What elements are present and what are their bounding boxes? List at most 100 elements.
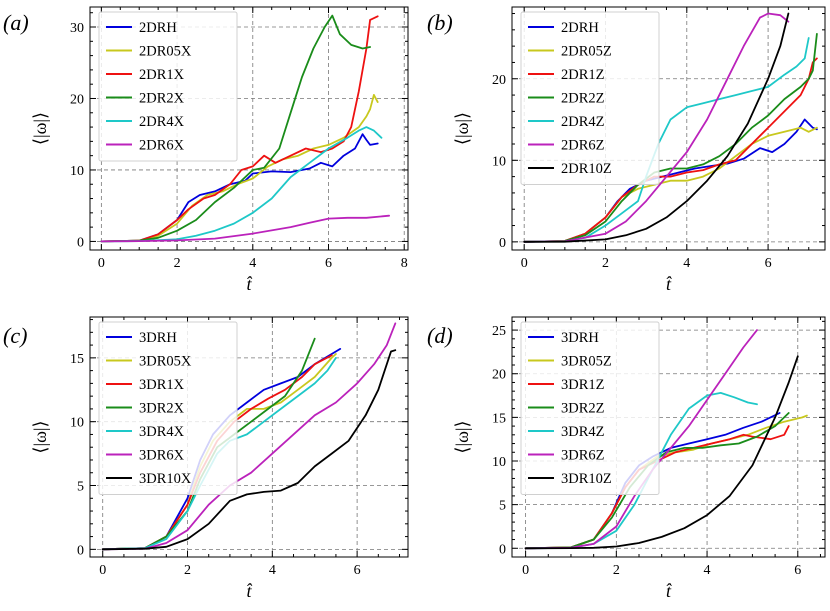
legend-entry: 2DR6X — [139, 138, 185, 154]
x-axis-label: t̂ — [246, 274, 252, 294]
panel-label: (a) — [3, 10, 29, 35]
panel-label: (c) — [3, 323, 27, 348]
series-line-2dr1z — [523, 57, 818, 243]
x-tick-label: 2 — [184, 563, 191, 578]
y-tick-label: 30 — [70, 21, 84, 36]
series-line-3dr10x — [101, 349, 397, 551]
legend-entry: 2DR1Z — [561, 67, 605, 83]
legend-entry: 2DR6Z — [561, 138, 605, 154]
x-axis-label: t̂ — [666, 274, 672, 294]
y-tick-label: 5 — [77, 480, 84, 495]
legend-entry: 3DR1Z — [561, 377, 605, 393]
y-axis-label: ⟨|ω|⟩ — [30, 420, 50, 453]
legend-entry: 3DR6Z — [561, 448, 605, 464]
legend-entry: 3DR4X — [139, 424, 185, 440]
y-tick-label: 20 — [492, 73, 506, 88]
x-tick-label: 0 — [522, 563, 529, 578]
legend-entry: 2DR05Z — [561, 44, 612, 60]
axes-frame — [511, 316, 826, 558]
y-tick-label: 15 — [492, 411, 506, 426]
series-line-3dr2z — [524, 412, 790, 550]
legend — [520, 11, 660, 185]
legend-entry: 2DR4Z — [561, 114, 605, 130]
x-tick-label: 8 — [401, 256, 408, 271]
legend — [98, 321, 238, 495]
legend-entry: 3DR05X — [139, 354, 192, 370]
y-tick-label: 25 — [492, 324, 506, 339]
y-tick-label: 0 — [77, 543, 84, 558]
x-tick-label: 2 — [613, 563, 620, 578]
x-tick-label: 0 — [99, 563, 106, 578]
panel-a: 0 2 4 6 8 0 10 20 30 2DRH 2DR05X 2DR1X 2DR2X 2DR4X 2DR… — [3, 6, 409, 294]
panel-label: (d) — [427, 323, 453, 348]
x-tick-label: 0 — [521, 256, 528, 271]
y-tick-label: 20 — [70, 92, 84, 107]
legend-entry: 3DR4Z — [561, 424, 605, 440]
axes-frame — [511, 6, 826, 251]
legend-entry: 2DR2X — [139, 91, 185, 107]
legend-entry: 3DR2X — [139, 401, 185, 417]
series-line-2dr6z — [523, 12, 790, 243]
legend-entry: 3DRH — [561, 330, 599, 346]
x-tick-label: 2 — [602, 256, 609, 271]
axes-frame — [89, 316, 409, 558]
y-tick-label: 5 — [499, 499, 506, 514]
x-tick-label: 6 — [325, 256, 332, 271]
panel-label: (b) — [427, 10, 453, 35]
series-line-2drh — [100, 133, 379, 243]
legend-entry: 2DR1X — [139, 67, 185, 83]
y-tick-label: 10 — [492, 455, 506, 470]
legend-entry: 3DR1X — [139, 377, 185, 393]
y-tick-label: 0 — [499, 236, 506, 251]
legend-entry: 3DR05Z — [561, 354, 612, 370]
series-line-3dr6x — [101, 322, 397, 551]
legend — [520, 321, 660, 495]
y-tick-label: 0 — [77, 235, 84, 250]
series-line-2dr4x — [100, 126, 383, 243]
series-line-2dr6x — [100, 214, 390, 243]
x-axis-label: t̂ — [666, 581, 672, 601]
series-line-3dr1z — [524, 425, 790, 550]
panel-d: 0 2 4 6 0 5 10 15 20 25 3DRH 3DR05Z 3DR1Z 3DR2Z 3DR4Z 3… — [427, 316, 826, 601]
y-tick-label: 10 — [492, 154, 506, 169]
x-tick-label: 6 — [794, 563, 801, 578]
legend-entry: 2DR2Z — [561, 91, 605, 107]
y-tick-label: 20 — [492, 368, 506, 383]
x-tick-label: 4 — [683, 256, 690, 271]
series-line-3dr4x — [101, 357, 337, 551]
y-tick-label: 0 — [499, 542, 506, 557]
x-tick-label: 6 — [354, 563, 361, 578]
x-tick-label: 0 — [98, 256, 105, 271]
legend-entry: 2DR4X — [139, 114, 185, 130]
x-axis-label: t̂ — [246, 581, 252, 601]
axes-frame — [89, 6, 409, 251]
series-line-2dr10z — [523, 12, 790, 243]
panel-b: 0 2 4 6 0 10 20 2DRH 2DR05Z 2DR1Z 2DR2Z 2DR4Z 2DR6Z 2… — [427, 6, 826, 294]
legend-entry: 3DR10Z — [561, 471, 612, 487]
x-tick-label: 4 — [249, 256, 256, 271]
y-axis-label: ⟨|ω|⟩ — [452, 112, 472, 145]
x-tick-label: 2 — [174, 256, 181, 271]
legend-entry: 2DRH — [561, 20, 599, 36]
y-tick-label: 15 — [70, 352, 84, 367]
x-tick-label: 4 — [704, 563, 711, 578]
legend-entry: 3DR10X — [139, 471, 192, 487]
panel-c: 0 2 4 6 0 5 10 15 3DRH 3DR05X 3DR1X 3DR2X 3DR4X 3DR6X… — [3, 316, 409, 601]
series-line-2dr4z — [523, 37, 810, 243]
legend-entry: 3DR6X — [139, 448, 185, 464]
x-tick-label: 6 — [765, 256, 772, 271]
series-line-3dr10z — [524, 355, 799, 550]
y-tick-label: 10 — [70, 416, 84, 431]
legend-entry: 2DR05X — [139, 44, 192, 60]
legend-entry: 3DRH — [139, 330, 177, 346]
series-line-2dr2z — [523, 33, 818, 243]
legend-entry: 2DR10Z — [561, 161, 612, 177]
legend-entry: 3DR2Z — [561, 401, 605, 417]
legend — [98, 11, 238, 162]
x-tick-label: 4 — [269, 563, 276, 578]
series-line-2dr2x — [100, 14, 371, 243]
series-line-3dr6z — [524, 329, 758, 550]
y-tick-label: 10 — [70, 164, 84, 179]
y-axis-label: ⟨|ω|⟩ — [452, 420, 472, 453]
